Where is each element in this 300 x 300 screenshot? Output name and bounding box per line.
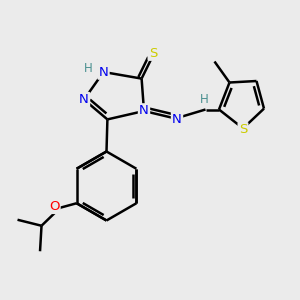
Text: N: N	[99, 65, 108, 79]
Text: N: N	[172, 112, 182, 126]
Text: S: S	[239, 123, 247, 136]
Text: O: O	[49, 200, 59, 213]
Text: H: H	[83, 62, 92, 75]
Text: N: N	[139, 104, 149, 118]
Text: H: H	[200, 92, 208, 106]
Text: N: N	[79, 93, 89, 106]
Text: S: S	[149, 46, 157, 60]
